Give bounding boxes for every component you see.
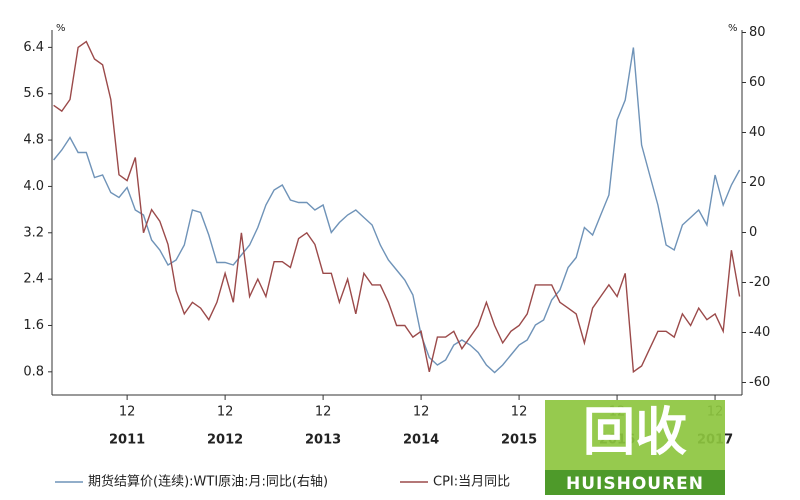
y-tick-label: 0.8: [23, 364, 44, 379]
y2-axis-label: %: [728, 23, 738, 34]
y2-tick-label: 0: [749, 225, 757, 240]
watermark-bar: [545, 470, 725, 495]
x-year-label: 2015: [501, 433, 537, 448]
y-tick-label: 3.2: [23, 225, 44, 240]
y2-tick-label: -60: [749, 375, 770, 390]
x-tick-label: 12: [217, 405, 234, 420]
x-tick-label: 12: [119, 405, 136, 420]
x-tick-label: 12: [413, 405, 430, 420]
watermark-subtext: HUISHOUREN: [566, 474, 704, 494]
watermark: 回收 HUISHOUREN: [545, 400, 725, 495]
y-tick-label: 1.6: [23, 318, 44, 333]
x-year-label: 2011: [109, 433, 145, 448]
y2-tick-label: -40: [749, 325, 770, 340]
y2-tick-label: 80: [749, 25, 766, 40]
y-tick-label: 5.6: [23, 86, 44, 101]
x-year-label: 2014: [403, 433, 439, 448]
y-axis-label: %: [56, 23, 66, 34]
x-tick-label: 12: [511, 405, 528, 420]
y2-tick-label: -20: [749, 275, 770, 290]
y-tick-label: 4.8: [23, 133, 44, 148]
series-line: [53, 47, 741, 374]
y2-tick-label: 40: [749, 125, 766, 140]
y2-tick-label: 20: [749, 175, 766, 190]
y-tick-label: 6.4: [23, 40, 44, 55]
x-year-label: 2013: [305, 433, 341, 448]
y2-tick-label: 60: [749, 75, 766, 90]
legend-label: 期货结算价(连续):WTI原油:月:同比(右轴): [88, 474, 328, 490]
watermark-text: 回收: [583, 403, 687, 463]
x-year-label: 2012: [207, 433, 243, 448]
x-tick-label: 12: [315, 405, 332, 420]
y-tick-label: 4.0: [23, 179, 44, 194]
y-tick-label: 2.4: [23, 272, 44, 287]
series-line: [53, 40, 741, 374]
legend-label: CPI:当月同比: [433, 475, 510, 490]
